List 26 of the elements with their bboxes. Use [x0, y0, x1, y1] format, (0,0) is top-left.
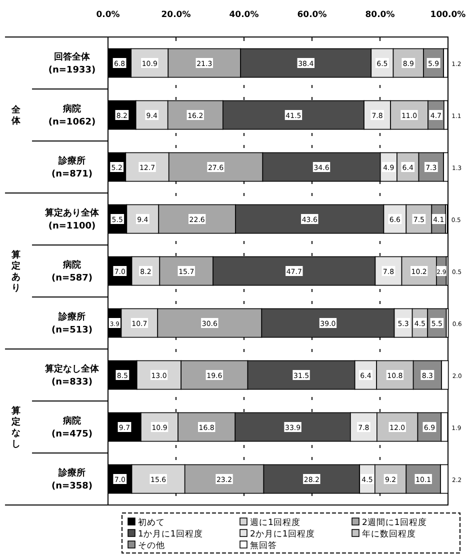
text: 算定あり [10, 250, 20, 294]
y-tick-label: 算定なし全体 (n=833) [44, 364, 100, 388]
y-tick-label: 診療所 (n=358) [52, 468, 92, 492]
x-tick-label: 60.0% [297, 10, 328, 20]
x-tick-label: 20.0% [161, 10, 192, 20]
x-tick-label: 40.0% [229, 10, 260, 20]
y-tick-label: 病院 (n=475) [52, 416, 92, 440]
legend-label: 週に1回程度 [250, 517, 300, 528]
legend-label: 初めて [138, 517, 165, 528]
x-tick-label: 80.0% [365, 10, 396, 20]
text: 算定なし [10, 406, 20, 450]
text: 全体 [10, 104, 22, 126]
legend-label: 無回答 [250, 540, 277, 551]
x-tick-label: 0.0% [96, 10, 120, 20]
y-tick-label: 算定あり全体 (n=1100) [44, 208, 100, 232]
y-tick-label: 診療所 (n=513) [52, 312, 92, 336]
x-tick-label: 100.0% [430, 10, 466, 20]
y-tick-label: 病院 (n=587) [52, 260, 92, 284]
legend-label: 1か月に1回程度 [138, 528, 203, 540]
legend-label: 2週間に1回程度 [362, 517, 427, 528]
y-tick-label: 病院 (n=1062) [48, 104, 96, 128]
legend-label: 年に数回程度 [362, 528, 416, 540]
y-tick-label: 診療所 (n=871) [52, 156, 92, 180]
legend-label: その他 [138, 540, 165, 551]
y-tick-label: 回答全体 (n=1933) [48, 52, 96, 76]
legend-label: 2か月に1回程度 [250, 528, 315, 540]
